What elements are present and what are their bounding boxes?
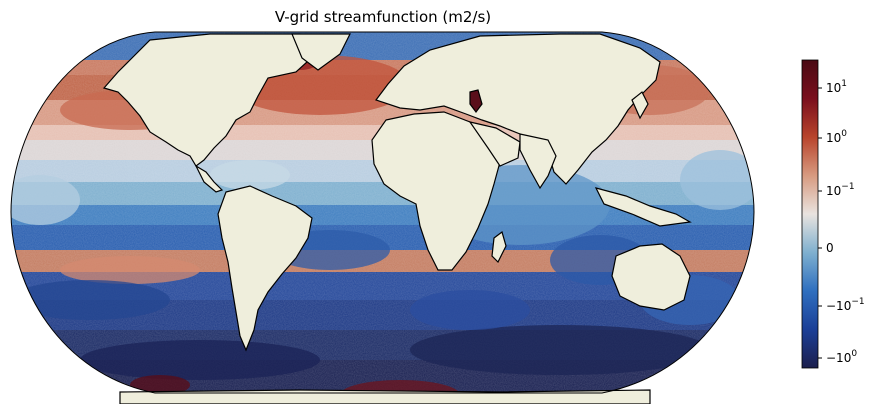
ocean-anomaly [80, 340, 320, 380]
land-greenland [291, 33, 351, 71]
map-title: V-grid streamfunction (m2/s) [274, 8, 492, 26]
world-map [10, 31, 755, 404]
land-southeast-asia-islands [594, 187, 692, 227]
land-antarctica-edge [119, 389, 651, 404]
ocean-anomaly [11, 280, 170, 320]
land-north-america [102, 33, 319, 167]
ocean-anomaly [60, 256, 200, 284]
colorbar-tick-label: −100 [826, 349, 857, 365]
land-caspian-sea [469, 89, 483, 113]
colorbar-tick-label: 0 [826, 241, 834, 255]
ocean-anomaly [410, 325, 710, 375]
colorbar-gradient [801, 59, 819, 369]
colorbar-tick-label: 101 [826, 79, 847, 95]
land-arabia [468, 121, 521, 167]
land-india [519, 133, 557, 190]
globe-outline [10, 31, 755, 394]
colorbar-tick-label: 10−1 [826, 182, 855, 198]
colorbar-tick-label: −10−1 [826, 297, 865, 313]
land-madagascar [491, 230, 507, 264]
colorbar: 101 100 10−1 0 −10−1 −100 [801, 59, 865, 369]
colorbar-tick-label: 100 [826, 129, 847, 145]
land-japan [631, 91, 649, 120]
ocean-anomaly [210, 160, 290, 190]
ocean-anomaly [680, 150, 754, 210]
ocean-anomaly [11, 175, 80, 225]
ocean-anomaly [410, 290, 530, 330]
ocean-field [11, 32, 754, 393]
land-australia [611, 243, 691, 311]
land-south-america [217, 185, 313, 352]
land-masses [102, 33, 692, 404]
land-central-america [194, 164, 224, 193]
ocean-anomaly [340, 380, 460, 393]
ocean-anomaly [130, 375, 190, 393]
land-eurasia [375, 33, 661, 185]
